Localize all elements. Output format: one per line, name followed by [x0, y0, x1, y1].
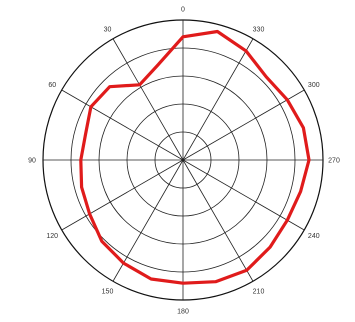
radial-spoke: [182, 159, 254, 282]
angle-tick-label: 0: [181, 7, 185, 14]
angle-tick-labels: 0 30 60 90 120 150 180 210 240 270 300 330: [28, 7, 340, 316]
radial-spoke: [61, 159, 184, 231]
angle-tick-label: 240: [308, 233, 320, 240]
series-layer: [79, 29, 311, 285]
radial-spoke: [61, 89, 184, 161]
grid-layer: [42, 19, 324, 301]
angle-tick-label: 150: [102, 288, 114, 295]
angle-tick-label: 210: [253, 288, 265, 295]
radial-spoke: [112, 38, 184, 161]
angle-tick-label: 300: [308, 82, 320, 89]
radial-spoke: [182, 89, 305, 161]
angle-tick-label: 270: [328, 158, 340, 165]
radial-spoke: [182, 38, 254, 161]
radial-spoke: [182, 159, 305, 231]
angle-tick-label: 120: [46, 233, 58, 240]
angle-tick-label: 180: [177, 309, 189, 316]
angle-tick-label: 330: [253, 27, 265, 34]
angle-tick-label: 60: [48, 82, 56, 89]
angle-tick-label: 30: [104, 27, 112, 34]
radial-spoke: [112, 159, 184, 282]
angle-tick-label: 90: [28, 158, 36, 165]
